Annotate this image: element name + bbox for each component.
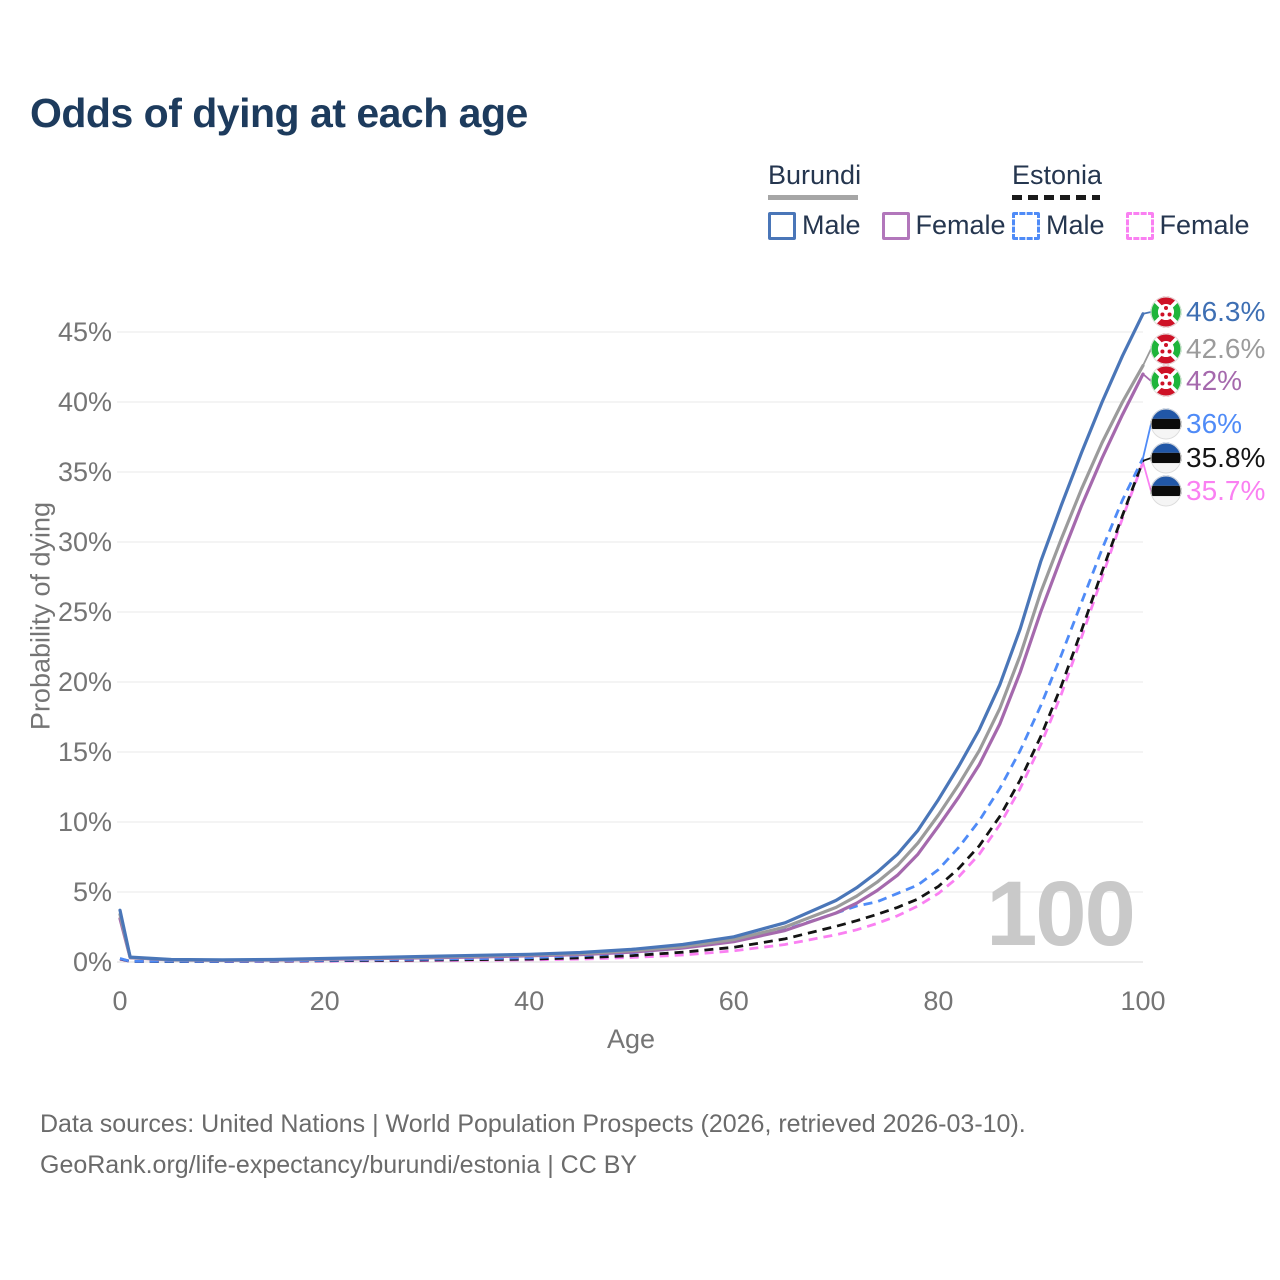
x-tick-label: 80 (923, 986, 953, 1016)
x-tick-label: 40 (514, 986, 544, 1016)
legend-item-label: Male (802, 210, 861, 240)
checkbox-icon (768, 211, 796, 240)
attribution-link-text: GeoRank.org/life-expectancy/burundi/esto… (40, 1151, 638, 1179)
y-tick-label: 30% (58, 527, 112, 557)
checkbox-icon (1012, 211, 1040, 240)
estonia-flag-icon (1150, 475, 1182, 507)
legend-item-estonia-female[interactable]: Female (1125, 210, 1250, 241)
x-tick-label: 60 (719, 986, 749, 1016)
x-tick-label: 100 (1120, 986, 1165, 1016)
y-tick-label: 0% (73, 947, 112, 977)
end-label: 46.3% (1150, 296, 1265, 328)
y-axis-title: Probability of dying (25, 501, 56, 731)
end-label-value: 35.7% (1186, 475, 1265, 506)
age-counter-watermark: 100 (986, 863, 1135, 965)
end-label-value: 36% (1186, 408, 1242, 439)
y-tick-label: 20% (58, 667, 112, 697)
end-label: 42% (1150, 365, 1242, 397)
solid-line-swatch-icon (768, 195, 858, 200)
end-label-value: 42% (1186, 365, 1242, 396)
dashed-line-swatch-icon (1012, 195, 1100, 200)
y-tick-label: 40% (58, 387, 112, 417)
series-line-estonia-both-sexes (119, 460, 1145, 963)
estonia-flag-icon (1150, 408, 1182, 440)
legend-country-burundi[interactable]: Burundi (768, 160, 1006, 200)
burundi-flag-icon (1150, 296, 1182, 328)
y-tick-label: 45% (58, 317, 112, 347)
x-axis-title: Age (606, 1024, 656, 1054)
legend-item-label: Female (1159, 210, 1250, 240)
y-tick-label: 25% (58, 597, 112, 627)
legend-item-estonia-male[interactable]: Male (1012, 210, 1105, 241)
checkbox-icon (881, 211, 910, 240)
x-tick-label: 20 (310, 986, 340, 1016)
legend-group-estonia: Estonia Male Female (1012, 160, 1250, 241)
x-tick-label: 0 (112, 986, 127, 1016)
legend-country-estonia[interactable]: Estonia (1012, 160, 1250, 200)
series-line-estonia-female (119, 461, 1145, 963)
y-tick-label: 10% (58, 807, 112, 837)
footer: Data sources: United Nations | World Pop… (40, 1104, 1026, 1186)
legend-item-burundi-female[interactable]: Female (881, 210, 1006, 241)
data-sources-text: Data sources: United Nations | World Pop… (40, 1110, 1026, 1138)
end-label-value: 42.6% (1186, 333, 1265, 364)
legend-item-label: Female (915, 210, 1006, 240)
end-label-value: 35.8% (1186, 442, 1265, 473)
series-line-burundi-male (118, 312, 1145, 962)
end-label-value: 46.3% (1186, 296, 1265, 327)
y-tick-label: 5% (73, 877, 112, 907)
legend-group-burundi: Burundi Male Female (768, 160, 1006, 241)
estonia-flag-icon (1150, 442, 1182, 474)
legend-country-label: Burundi (768, 160, 862, 190)
legend-item-label: Male (1046, 210, 1105, 240)
end-label: 42.6% (1150, 333, 1265, 365)
burundi-flag-icon (1150, 365, 1182, 397)
page-title: Odds of dying at each age (30, 90, 528, 136)
checkbox-icon (1125, 211, 1154, 240)
end-label: 36% (1150, 408, 1242, 440)
legend-item-burundi-male[interactable]: Male (768, 210, 861, 241)
burundi-flag-icon (1150, 333, 1182, 365)
y-tick-label: 15% (58, 737, 112, 767)
legend-country-label: Estonia (1012, 160, 1103, 190)
end-label: 35.8% (1150, 442, 1265, 474)
end-label: 35.7% (1150, 475, 1265, 507)
y-tick-label: 35% (58, 457, 112, 487)
